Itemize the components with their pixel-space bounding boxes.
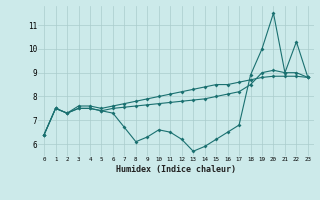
X-axis label: Humidex (Indice chaleur): Humidex (Indice chaleur) [116, 165, 236, 174]
